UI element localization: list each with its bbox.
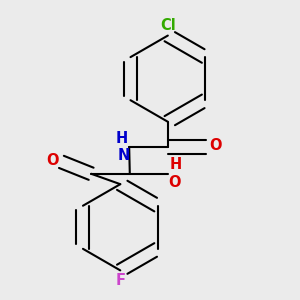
- Text: O: O: [209, 138, 222, 153]
- Text: O: O: [168, 175, 180, 190]
- Text: F: F: [115, 273, 125, 288]
- Text: Cl: Cl: [160, 18, 176, 33]
- Text: N: N: [117, 148, 130, 163]
- Text: O: O: [46, 153, 58, 168]
- Text: H: H: [170, 157, 182, 172]
- Text: H: H: [116, 130, 128, 146]
